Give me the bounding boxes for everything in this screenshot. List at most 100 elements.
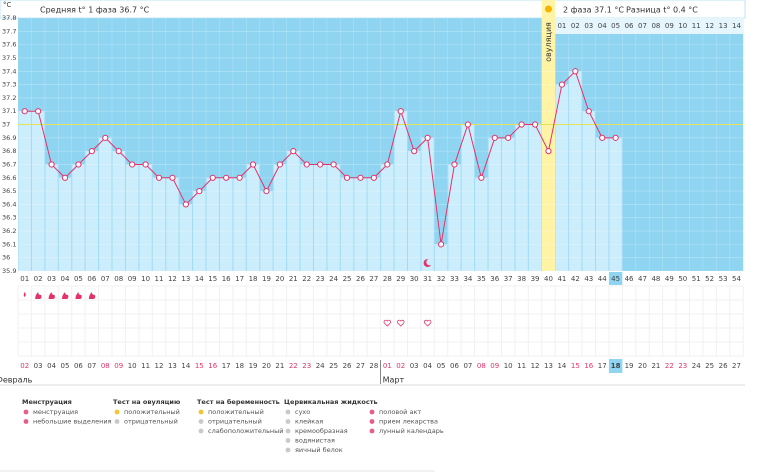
post-ovulation-day: 02 [571, 22, 580, 30]
x-tick-label: 20 [275, 275, 284, 283]
day-bar [327, 164, 340, 271]
legend-icon [369, 419, 375, 424]
legend-item: отрицательный [208, 418, 262, 426]
day-bar [421, 137, 434, 271]
x-tick-label: 06 [87, 275, 96, 283]
day-bar [448, 164, 461, 271]
legend-item: клейкая [295, 418, 323, 426]
legend-item: положительный [124, 408, 180, 416]
date-label: 12 [531, 362, 540, 370]
date-label: 11 [141, 362, 150, 370]
y-tick-label: 37 [2, 121, 10, 129]
legend-item: менструация [33, 408, 78, 416]
y-tick-label: 37.2 [2, 94, 16, 102]
y-tick-label: 36 [2, 254, 10, 262]
legend-title: Цервикальная жидкость [284, 398, 378, 406]
x-tick-label: 15 [208, 275, 217, 283]
day-bar [246, 164, 260, 271]
x-tick-label: 40 [544, 275, 553, 283]
day-bar [193, 191, 206, 271]
x-tick-label: 07 [101, 275, 110, 283]
legend-icon [369, 409, 375, 415]
day-bar [407, 151, 421, 271]
day-bar [515, 124, 528, 272]
today-date-highlight [608, 359, 623, 373]
x-tick-label: 22 [302, 275, 311, 283]
y-tick-label: 36.8 [2, 147, 16, 155]
x-tick-label: 34 [463, 275, 472, 283]
date-label: 16 [584, 362, 593, 370]
legend-icon [285, 438, 291, 443]
y-tick-label: 37.4 [2, 67, 16, 75]
legend-item: слабоположительный [208, 427, 284, 435]
date-label: 18 [611, 362, 621, 370]
day-bar [125, 164, 139, 271]
temperature-point [35, 108, 42, 115]
y-tick-label: 37.6 [2, 41, 16, 49]
temperature-point [142, 161, 149, 168]
post-ovulation-day: 14 [732, 22, 741, 30]
menstruation-icon [62, 292, 69, 299]
date-label: 10 [128, 362, 137, 370]
date-label: 09 [490, 362, 499, 370]
legend-title: Менструация [22, 398, 72, 406]
legend-icon [198, 419, 204, 424]
x-tick-label: 51 [692, 275, 701, 283]
x-tick-label: 49 [665, 275, 674, 283]
x-tick-label: 23 [316, 275, 325, 283]
post-ovulation-day: 03 [584, 22, 593, 30]
legend-icon [23, 409, 29, 415]
day-bar [112, 151, 125, 271]
date-label: 21 [651, 362, 660, 370]
y-tick-label: 37.8 [2, 14, 16, 22]
date-label: 23 [302, 362, 311, 370]
lunar-cut [426, 258, 433, 266]
x-tick-label: 45 [611, 275, 620, 283]
x-tick-label: 24 [329, 275, 338, 283]
day-bar [45, 164, 58, 271]
y-tick-label: 36.1 [2, 240, 16, 248]
x-tick-label: 10 [141, 275, 150, 283]
date-label: 04 [423, 362, 432, 370]
date-label: 18 [235, 362, 244, 370]
temperature-point [330, 161, 337, 168]
legend-item: лунный календарь [379, 427, 444, 435]
temperature-point [61, 174, 69, 181]
x-tick-label: 19 [262, 275, 271, 283]
day-bar [99, 137, 112, 271]
today-axis-highlight [608, 272, 623, 285]
post-ovulation-day: 05 [611, 22, 620, 30]
y-tick-label: 36.5 [2, 187, 16, 195]
month-label: Март [383, 376, 405, 385]
y-tick-label: 37.7 [2, 27, 16, 35]
date-label: 23 [678, 362, 687, 370]
date-label: 06 [450, 362, 459, 370]
temperature-point [572, 68, 579, 75]
x-tick-label: 32 [437, 275, 446, 283]
x-tick-label: 44 [598, 275, 607, 283]
legend-title: Тест на овуляцию [113, 398, 181, 406]
date-label: 17 [598, 362, 607, 370]
legend-item: отрицательный [124, 418, 178, 426]
x-tick-label: 50 [678, 275, 687, 283]
temperature-point [102, 134, 109, 141]
post-ovulation-day: 10 [678, 22, 687, 30]
temperature-point [384, 161, 391, 168]
date-label: 10 [504, 362, 513, 370]
x-tick-label: 38 [517, 275, 526, 283]
date-label: 14 [181, 362, 190, 370]
date-label: 21 [275, 362, 284, 370]
spotting-icon [23, 292, 26, 297]
legend-item: небольшие выделения [33, 418, 112, 426]
temperature-point [531, 121, 539, 128]
day-bar [18, 111, 31, 271]
day-bar [166, 177, 179, 271]
temperature-difference: Разница t° 0.4 °C [626, 6, 698, 15]
x-tick-label: 13 [181, 275, 190, 283]
temperature-point [155, 174, 163, 181]
date-label: 27 [356, 362, 365, 370]
date-label: 07 [87, 362, 96, 370]
temperature-point [424, 134, 431, 141]
post-ovulation-day: 06 [625, 22, 634, 30]
x-tick-label: 35 [477, 275, 486, 283]
